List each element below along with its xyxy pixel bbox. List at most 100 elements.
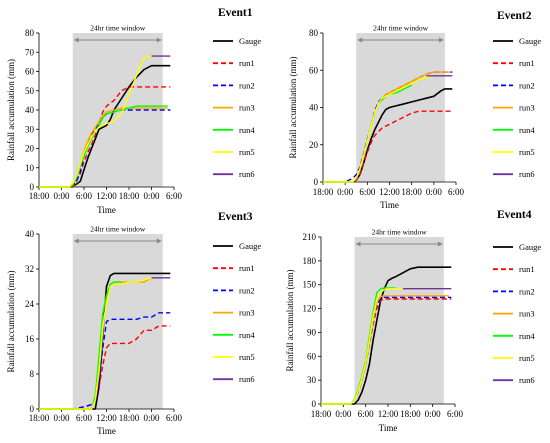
legend-label-gauge: Gauge bbox=[519, 242, 541, 252]
y-tick-label: 0 bbox=[30, 404, 35, 414]
y-tick-label: 0 bbox=[312, 399, 317, 409]
legend-label-run1: run1 bbox=[239, 58, 255, 68]
legend-label-run2: run2 bbox=[239, 285, 255, 295]
y-tick-label: 180 bbox=[303, 256, 317, 266]
series-line-run1 bbox=[321, 298, 452, 405]
legend: Gauge run1 run2 run3 run4 run5 run6 bbox=[493, 242, 541, 385]
y-tick-label: 0 bbox=[314, 177, 319, 187]
legend-label-run6: run6 bbox=[239, 169, 255, 179]
x-tick-label: 6:00 bbox=[76, 413, 93, 423]
arrow-head-right-icon bbox=[438, 37, 444, 43]
series-line-Gauge bbox=[323, 88, 453, 183]
y-tick-label: 60 bbox=[25, 67, 35, 77]
y-axis-label: Rainfall accumulation (mm) bbox=[285, 270, 295, 372]
y-axis-label: Rainfall accumulation (mm) bbox=[6, 271, 16, 373]
x-tick-label: 18:00 bbox=[29, 413, 50, 423]
series-line-run2 bbox=[39, 109, 171, 188]
x-tick-label: 6:00 bbox=[359, 187, 376, 197]
time-window-label: 24hr time window bbox=[372, 228, 428, 237]
legend-label-run5: run5 bbox=[239, 147, 255, 157]
time-window-label: 24hr time window bbox=[90, 24, 146, 33]
series-line-run1 bbox=[323, 110, 453, 183]
x-axis-label: Time bbox=[97, 426, 116, 436]
legend-label-run6: run6 bbox=[519, 169, 535, 179]
legend-label-run2: run2 bbox=[519, 286, 535, 296]
legend-label-run3: run3 bbox=[239, 308, 255, 318]
x-tick-label: 0:00 bbox=[426, 187, 443, 197]
y-tick-label: 80 bbox=[25, 28, 35, 38]
legend-label-run3: run3 bbox=[519, 309, 535, 319]
y-tick-label: 40 bbox=[25, 105, 35, 115]
y-axis-label: Rainfall accumulation (mm) bbox=[288, 57, 298, 159]
time-window-label: 24hr time window bbox=[90, 225, 146, 234]
y-tick-label: 20 bbox=[309, 140, 319, 150]
legend-label-run3: run3 bbox=[519, 103, 535, 113]
y-tick-label: 16 bbox=[25, 334, 35, 344]
legend-label-run5: run5 bbox=[239, 352, 255, 362]
legend-label-run2: run2 bbox=[519, 80, 535, 90]
series-line-run5 bbox=[39, 277, 163, 410]
y-tick-label: 90 bbox=[307, 327, 317, 337]
x-tick-label: 18:00 bbox=[401, 187, 422, 197]
x-axis-label: Time bbox=[380, 200, 399, 210]
arrow-head-right-icon bbox=[437, 241, 443, 247]
y-tick-label: 10 bbox=[25, 163, 35, 173]
time-window-shade bbox=[354, 237, 444, 404]
y-axis-label: Rainfall accumulation (mm) bbox=[6, 59, 16, 161]
y-tick-label: 210 bbox=[303, 232, 317, 242]
x-tick-label: 12:00 bbox=[96, 191, 117, 201]
y-tick-label: 40 bbox=[25, 229, 35, 239]
x-tick-label: 18:00 bbox=[119, 413, 140, 423]
y-tick-label: 20 bbox=[25, 144, 35, 154]
y-tick-label: 70 bbox=[25, 47, 35, 57]
x-axis-label: Time bbox=[379, 423, 398, 433]
legend-label-run4: run4 bbox=[519, 125, 535, 135]
y-tick-label: 32 bbox=[25, 264, 34, 274]
x-tick-label: 6:00 bbox=[166, 191, 183, 201]
y-tick-label: 50 bbox=[25, 86, 35, 96]
x-tick-label: 12:00 bbox=[378, 409, 399, 419]
legend-label-run5: run5 bbox=[519, 147, 535, 157]
y-tick-label: 120 bbox=[303, 304, 317, 314]
legend-label-run6: run6 bbox=[239, 374, 255, 384]
x-tick-label: 18:00 bbox=[29, 191, 50, 201]
x-tick-label: 6:00 bbox=[358, 409, 375, 419]
time-window-shade bbox=[72, 234, 163, 409]
y-tick-label: 60 bbox=[307, 351, 317, 361]
y-tick-label: 40 bbox=[309, 103, 319, 113]
event-title: Event2 bbox=[497, 10, 532, 22]
legend-label-run3: run3 bbox=[239, 103, 255, 113]
legend-label-gauge: Gauge bbox=[519, 36, 541, 46]
x-tick-label: 12:00 bbox=[379, 187, 400, 197]
x-tick-label: 6:00 bbox=[76, 191, 93, 201]
arrow-head-left-icon bbox=[355, 241, 361, 247]
y-tick-label: 30 bbox=[307, 375, 317, 385]
y-tick-label: 0 bbox=[30, 182, 35, 192]
x-tick-label: 0:00 bbox=[425, 409, 442, 419]
chart-panel-4: 24hr time window 0 30 60 90 120 150 180 210 18:00… bbox=[285, 209, 541, 433]
y-tick-label: 60 bbox=[309, 65, 319, 75]
legend-label-run4: run4 bbox=[239, 125, 255, 135]
legend-label-run1: run1 bbox=[239, 263, 255, 273]
legend-label-run4: run4 bbox=[519, 331, 535, 341]
legend-label-run4: run4 bbox=[239, 330, 255, 340]
arrow-head-right-icon bbox=[156, 37, 162, 43]
x-axis-label: Time bbox=[97, 205, 116, 215]
legend: Gauge run1 run2 run3 run4 run5 run6 bbox=[213, 241, 261, 384]
legend-label-run6: run6 bbox=[519, 375, 535, 385]
x-tick-label: 12:00 bbox=[96, 413, 117, 423]
x-tick-label: 6:00 bbox=[166, 413, 183, 423]
legend-label-run2: run2 bbox=[239, 80, 255, 90]
y-tick-label: 30 bbox=[25, 124, 35, 134]
series-line-Gauge bbox=[321, 266, 452, 405]
y-tick-label: 24 bbox=[25, 299, 35, 309]
x-tick-label: 18:00 bbox=[400, 409, 421, 419]
arrow-head-left-icon bbox=[73, 37, 79, 43]
x-tick-label: 0:00 bbox=[335, 409, 352, 419]
y-tick-label: 80 bbox=[309, 28, 319, 38]
time-window-label: 24hr time window bbox=[373, 24, 429, 33]
time-window-shade bbox=[356, 33, 445, 182]
